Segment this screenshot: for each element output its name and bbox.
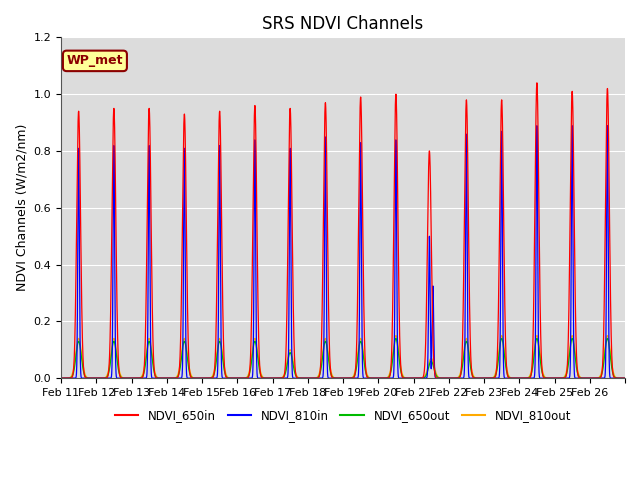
NDVI_810out — [57, 375, 65, 381]
NDVI_810out — [391, 336, 399, 342]
NDVI_810in — [533, 123, 541, 129]
Line: NDVI_810in: NDVI_810in — [61, 126, 625, 378]
Line: NDVI_810out: NDVI_810out — [61, 336, 625, 378]
NDVI_810in — [506, 375, 513, 381]
NDVI_650out — [506, 375, 513, 381]
NDVI_650out — [261, 375, 269, 381]
Legend: NDVI_650in, NDVI_810in, NDVI_650out, NDVI_810out: NDVI_650in, NDVI_810in, NDVI_650out, NDV… — [110, 404, 576, 427]
NDVI_810in — [621, 375, 629, 381]
NDVI_650in — [86, 375, 93, 381]
NDVI_650in — [621, 375, 629, 381]
NDVI_810out — [410, 375, 417, 381]
NDVI_810out — [86, 375, 93, 381]
NDVI_650out — [86, 375, 93, 381]
NDVI_810out — [392, 333, 400, 338]
NDVI_810in — [57, 375, 65, 381]
NDVI_650out — [476, 375, 483, 381]
NDVI_810out — [476, 375, 483, 381]
Line: NDVI_650out: NDVI_650out — [61, 338, 625, 378]
NDVI_810out — [506, 374, 513, 380]
NDVI_650out — [57, 375, 65, 381]
NDVI_810in — [476, 375, 483, 381]
Y-axis label: NDVI Channels (W/m2/nm): NDVI Channels (W/m2/nm) — [15, 124, 28, 291]
NDVI_810in — [86, 375, 93, 381]
NDVI_650out — [391, 339, 399, 345]
NDVI_650in — [57, 375, 65, 381]
Line: NDVI_650in: NDVI_650in — [61, 83, 625, 378]
NDVI_650out — [410, 375, 417, 381]
NDVI_810in — [261, 375, 269, 381]
NDVI_650in — [261, 375, 269, 381]
NDVI_810out — [621, 375, 629, 381]
NDVI_810in — [391, 298, 399, 304]
NDVI_650out — [415, 375, 423, 381]
Title: SRS NDVI Channels: SRS NDVI Channels — [262, 15, 424, 33]
NDVI_650in — [506, 375, 513, 381]
NDVI_810in — [415, 375, 423, 381]
NDVI_810out — [415, 375, 423, 381]
NDVI_650in — [391, 138, 399, 144]
NDVI_650out — [392, 336, 400, 341]
Text: WP_met: WP_met — [67, 54, 123, 67]
NDVI_650out — [621, 375, 629, 381]
NDVI_650in — [415, 375, 423, 381]
NDVI_650in — [476, 375, 483, 381]
NDVI_650in — [445, 375, 452, 381]
NDVI_810out — [261, 375, 269, 381]
NDVI_650in — [533, 80, 541, 86]
